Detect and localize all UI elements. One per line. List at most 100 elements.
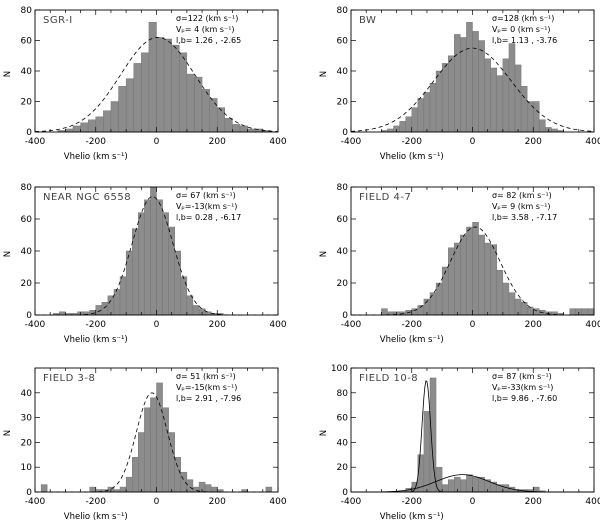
- x-tick-label: 400: [269, 137, 286, 147]
- histogram-bar: [247, 128, 256, 133]
- histogram-bar: [587, 308, 595, 316]
- y-tick-label: 20: [337, 279, 349, 289]
- histogram-bar: [162, 212, 169, 316]
- histogram-bar: [141, 52, 150, 133]
- histogram-bar: [435, 282, 443, 316]
- fit-stat-line: Vₚ= 4 (km s⁻¹): [176, 25, 235, 34]
- histogram-bar: [168, 432, 175, 493]
- histogram-bar: [239, 125, 248, 133]
- histogram-bar: [138, 432, 145, 493]
- fit-stat-line: l,b= 9.86 , -7.60: [492, 394, 557, 403]
- y-tick-label: 60: [21, 37, 33, 47]
- histogram-bar: [174, 250, 181, 316]
- histogram-bar: [460, 479, 467, 493]
- panel-title: NEAR NGC 6558: [43, 192, 131, 203]
- histogram-bar: [179, 52, 188, 133]
- histogram-bar: [508, 292, 516, 316]
- x-tick-label: -400: [25, 497, 46, 507]
- x-tick-label: 200: [209, 137, 226, 147]
- x-axis-label: Vhelio (km s⁻¹): [380, 335, 444, 345]
- histogram-bar: [520, 86, 528, 133]
- histogram-panel-6: -400 -200 0 200 400 0 20 40 60 80 100 Vhelio (km s⁻…: [319, 364, 600, 522]
- y-tick-label: 80: [21, 183, 33, 193]
- y-tick-label: 100: [331, 364, 348, 374]
- x-tick-label: 400: [269, 320, 286, 330]
- histogram-bar: [87, 119, 96, 133]
- histogram-bar: [125, 250, 133, 316]
- histogram-bar: [441, 266, 449, 316]
- histogram-bar: [411, 107, 419, 133]
- fit-stat-line: Vₚ=-33(km s⁻¹): [492, 383, 553, 392]
- x-tick-label: -200: [86, 497, 107, 507]
- x-tick-label: -200: [402, 320, 423, 330]
- y-tick-label: 60: [337, 37, 349, 47]
- histogram-bar: [131, 228, 139, 316]
- histogram-bar: [103, 110, 112, 133]
- histogram-bar: [435, 70, 443, 133]
- histogram-bar: [125, 476, 133, 493]
- fit-stat-line: Vₚ=-13(km s⁻¹): [176, 202, 237, 211]
- fit-stat-line: σ=128 (km s⁻¹): [492, 14, 554, 23]
- y-tick-label: 80: [337, 6, 349, 16]
- histogram-bar: [569, 308, 576, 316]
- histogram-panel-2: -400 -200 0 200 400 0 20 40 60 80 Vhelio (km s⁻¹) N…: [319, 6, 600, 162]
- y-axis-label: N: [319, 251, 329, 257]
- histogram-bar: [581, 308, 589, 316]
- y-axis-label: N: [3, 430, 13, 436]
- histogram-bar: [156, 37, 165, 133]
- x-tick-label: 0: [470, 320, 476, 330]
- histogram-bar: [204, 484, 212, 493]
- x-tick-label: -200: [86, 320, 107, 330]
- y-tick-label: 60: [337, 414, 349, 424]
- y-tick-label: 0: [342, 128, 348, 138]
- histogram-bar: [417, 98, 425, 133]
- y-tick-label: 40: [21, 389, 33, 399]
- y-tick-label: 40: [21, 247, 33, 257]
- histogram-bar: [194, 76, 203, 133]
- x-axis-label: Vhelio (km s⁻¹): [380, 152, 444, 162]
- histogram-panel-1: -400 -200 0 200 400 0 20 40 60 80 Vhelio (km s⁻¹) N…: [3, 6, 287, 162]
- x-tick-label: -400: [341, 497, 362, 507]
- y-tick-label: 40: [21, 67, 33, 77]
- histogram-bar: [144, 407, 151, 493]
- histogram-bar: [119, 486, 127, 493]
- histogram-bar: [101, 302, 109, 316]
- histogram-bar: [180, 471, 188, 493]
- fit-stat-line: σ= 82 (km s⁻¹): [492, 191, 552, 200]
- histogram-bar: [484, 242, 491, 316]
- histogram-bar: [454, 34, 461, 133]
- histogram-bar: [387, 128, 394, 133]
- histogram-bar: [490, 244, 498, 316]
- x-axis-label: Vhelio (km s⁻¹): [64, 512, 128, 522]
- histogram-bar: [186, 295, 194, 316]
- histogram-bar: [186, 73, 195, 133]
- x-tick-label: 400: [585, 320, 600, 330]
- fit-stat-line: l,b= 1.26 , -2.65: [176, 36, 241, 45]
- histogram-bar: [448, 55, 455, 133]
- x-tick-label: -400: [25, 137, 46, 147]
- histogram-bar: [429, 82, 437, 133]
- y-tick-label: 40: [337, 67, 349, 77]
- histogram-bar: [113, 289, 121, 316]
- x-tick-label: 0: [154, 497, 160, 507]
- histogram-bar: [89, 486, 96, 493]
- histogram-bar: [72, 125, 81, 133]
- histogram-bar: [484, 58, 491, 133]
- fit-stat-line: Vₚ= 9 (km s⁻¹): [492, 202, 551, 211]
- histogram-bar: [168, 226, 175, 316]
- histogram-bar: [59, 311, 66, 316]
- x-tick-label: 200: [209, 497, 226, 507]
- histogram-bar: [551, 128, 558, 133]
- histogram-bar: [131, 457, 139, 493]
- gaussian-fit-curve: [351, 226, 594, 316]
- y-axis-label: N: [319, 430, 329, 436]
- histogram-panel-4: -400 -200 0 200 400 0 20 40 60 80 Vhelio (km s⁻¹) N…: [319, 183, 600, 345]
- gaussian-fit-curve: [34, 37, 279, 133]
- y-tick-label: 60: [337, 215, 349, 225]
- histogram-bar: [448, 479, 455, 493]
- fit-stat-line: l,b= 3.58 , -7.17: [492, 213, 557, 222]
- panel-title: BW: [359, 15, 376, 26]
- histogram-bar: [441, 484, 449, 493]
- histogram-bar: [125, 78, 134, 133]
